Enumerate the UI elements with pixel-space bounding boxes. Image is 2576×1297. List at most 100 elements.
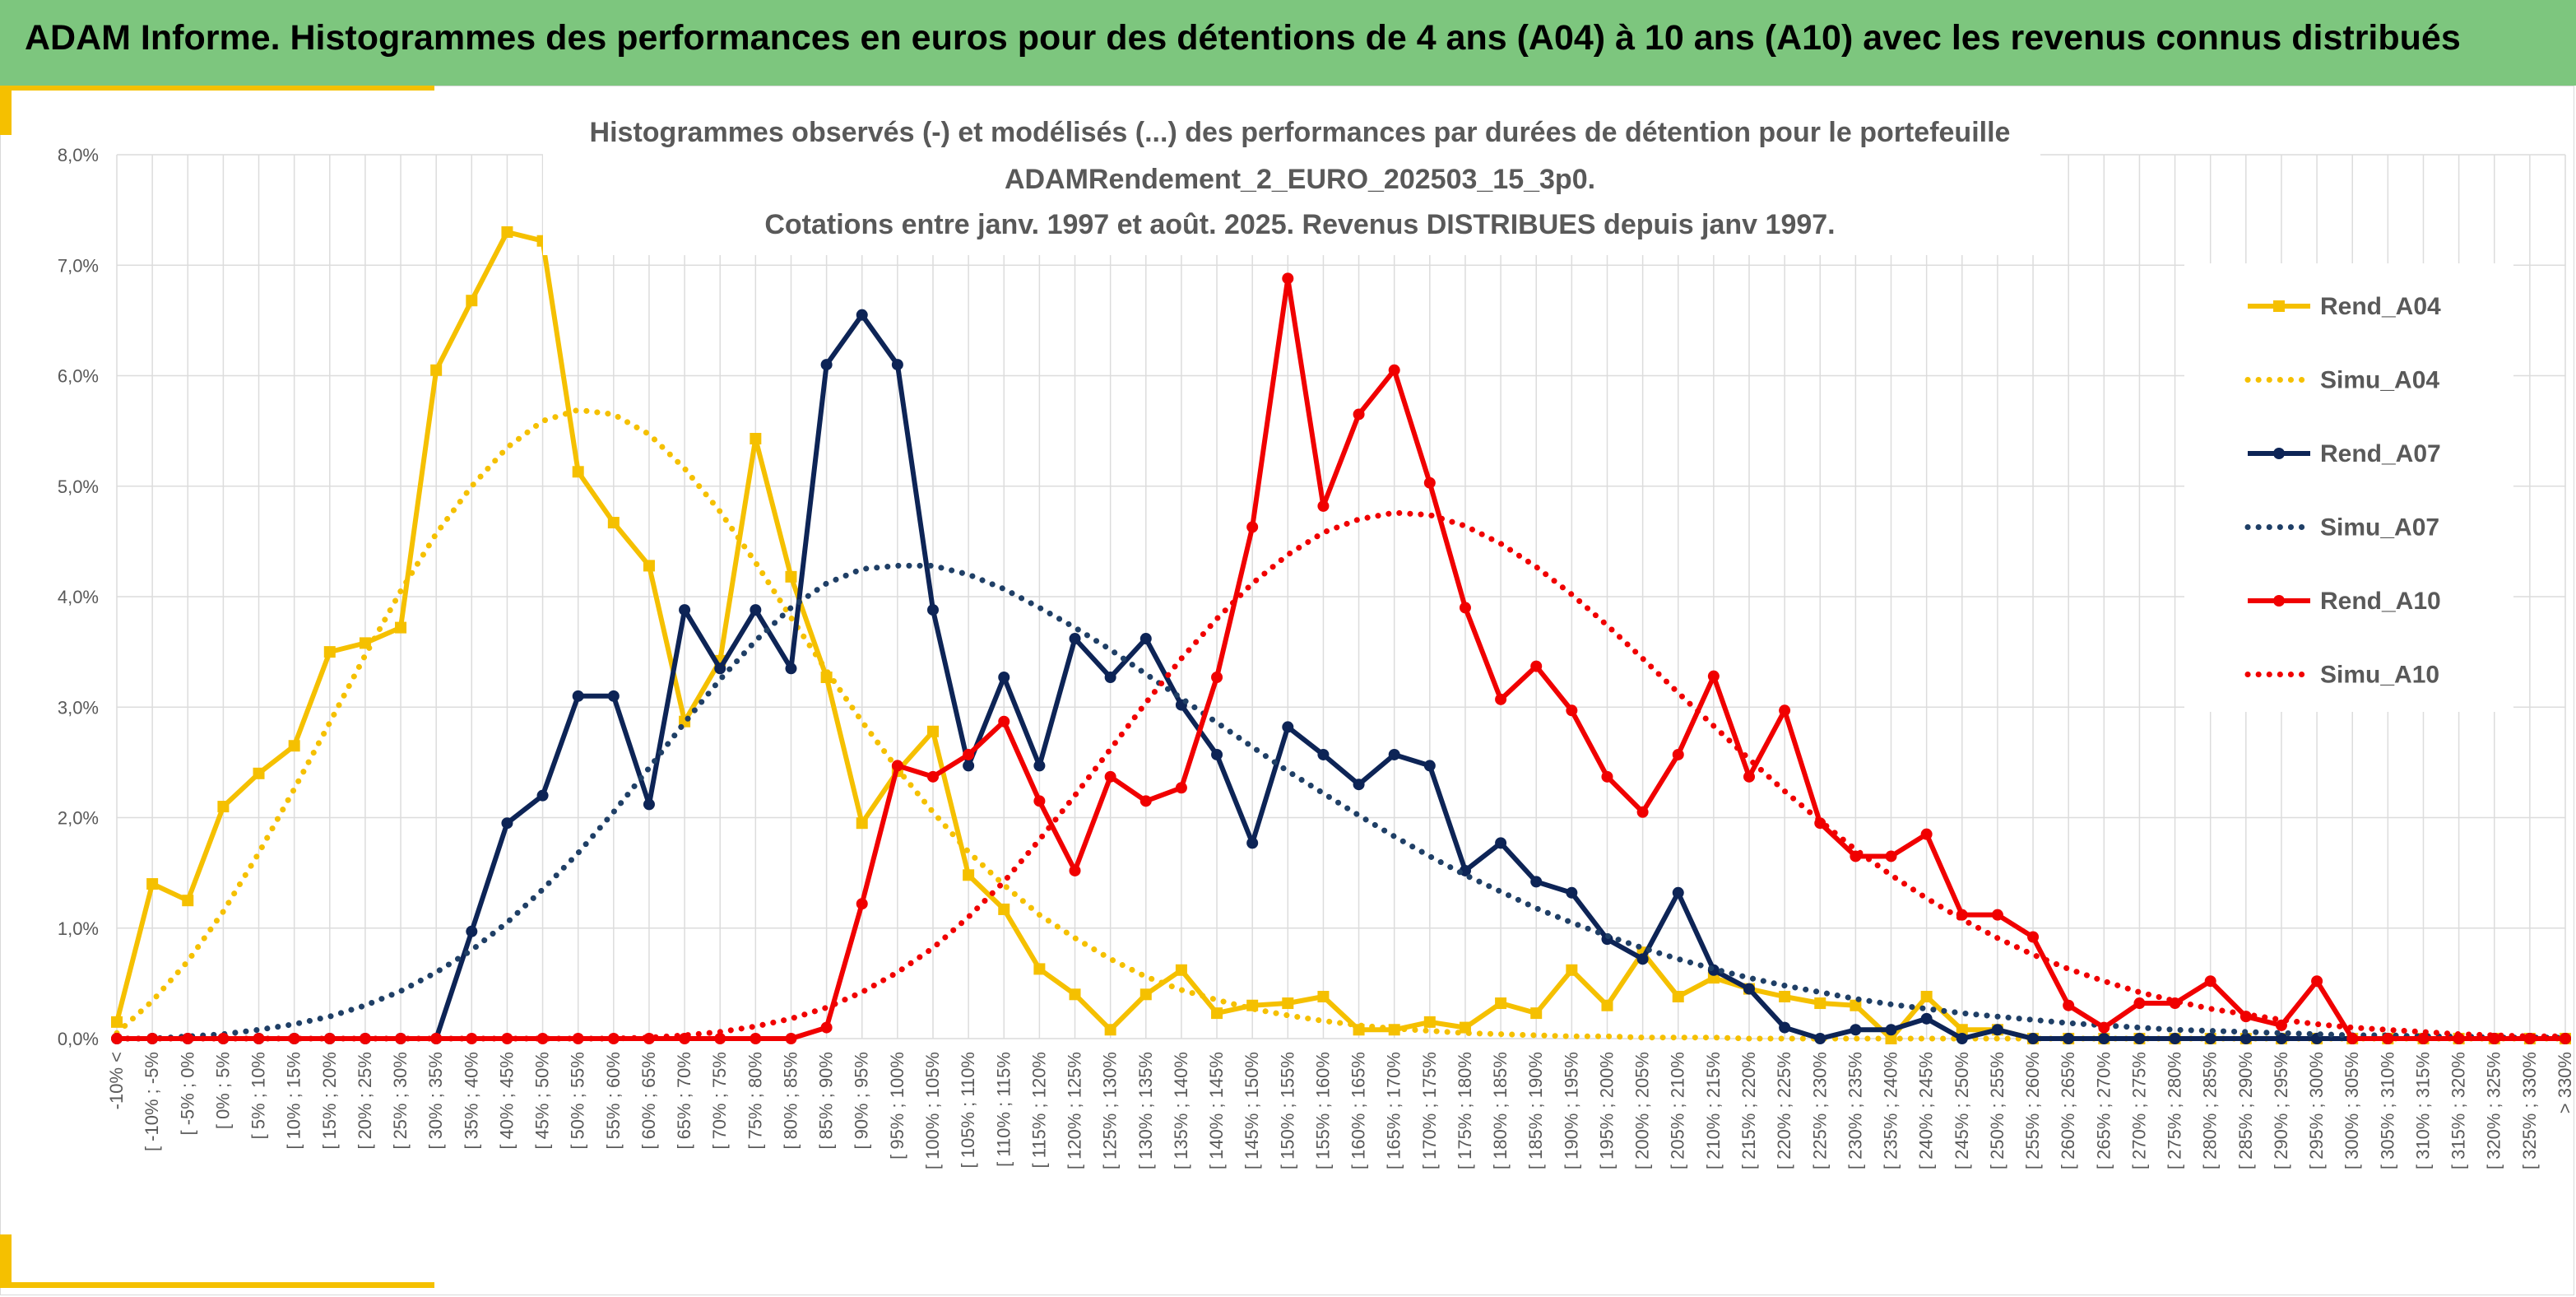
data-point — [927, 770, 939, 783]
data-point — [750, 433, 762, 445]
x-tick-label: [ 250% ; 255% — [1987, 1052, 2007, 1169]
data-point — [1495, 693, 1507, 705]
x-tick-label: [ 15% ; 20% — [319, 1052, 340, 1150]
x-tick-label: [ -5% ; 0% — [177, 1052, 197, 1135]
y-tick-label: 3,0% — [58, 697, 99, 718]
chart-frame — [0, 86, 2574, 1295]
x-tick-label: [ 175% ; 180% — [1455, 1052, 1475, 1169]
data-point — [217, 801, 230, 813]
x-tick-label: [ 195% ; 200% — [1596, 1052, 1617, 1169]
data-point — [1672, 990, 1684, 1002]
data-point — [2027, 931, 2040, 943]
data-point — [1743, 770, 1755, 783]
x-tick-label: [ 285% ; 290% — [2235, 1052, 2256, 1169]
data-point — [1814, 997, 1826, 1010]
x-tick-label: [ 10% ; 15% — [284, 1052, 304, 1150]
data-point — [1317, 500, 1330, 512]
data-point — [1636, 806, 1649, 818]
data-point — [607, 517, 620, 529]
data-point — [1139, 633, 1152, 645]
data-point — [1353, 408, 1365, 421]
data-point — [572, 690, 584, 702]
data-point — [2098, 1021, 2110, 1034]
series-line — [114, 562, 2569, 1042]
x-tick-label: [ 160% ; 165% — [1348, 1052, 1369, 1169]
x-tick-label: [ 95% ; 100% — [887, 1052, 907, 1160]
data-point — [288, 1033, 300, 1044]
data-point — [2063, 999, 2075, 1011]
x-tick-label: [ 275% ; 280% — [2165, 1052, 2185, 1169]
y-tick-label: 2,0% — [58, 808, 99, 829]
accent-bar-left-bottom — [0, 1234, 12, 1288]
data-point — [1956, 1033, 1968, 1044]
x-tick-label: [ 295% ; 300% — [2306, 1052, 2327, 1169]
data-point — [963, 748, 975, 760]
data-point — [501, 817, 513, 830]
x-tick-label: [ 80% ; 85% — [780, 1052, 801, 1150]
data-point — [2275, 1033, 2287, 1044]
data-point — [856, 898, 868, 910]
data-point — [572, 466, 584, 478]
data-point — [288, 740, 300, 752]
x-tick-label: [ 85% ; 90% — [816, 1052, 837, 1150]
y-tick-label: 1,0% — [58, 918, 99, 939]
data-point — [1388, 364, 1400, 376]
legend: Rend_A04 Simu_A04 Rend_A07 Simu_A07 Rend_A10… — [2184, 263, 2513, 712]
data-point — [1033, 963, 1046, 975]
x-tick-label: [ 135% ; 140% — [1171, 1052, 1191, 1169]
data-point — [395, 621, 407, 634]
legend-item: Simu_A04 — [2244, 367, 2439, 394]
data-point — [2133, 1033, 2146, 1044]
data-point — [750, 604, 762, 616]
x-tick-label: [ 245% ; 250% — [1952, 1052, 1972, 1169]
x-tick-label: [ 265% ; 270% — [2093, 1052, 2114, 1169]
x-tick-label: [ 305% ; 310% — [2377, 1052, 2397, 1169]
data-point — [643, 798, 655, 811]
x-tick-label: [ 110% ; 115% — [993, 1052, 1014, 1167]
data-point — [1388, 748, 1400, 760]
x-tick-label: [ 260% ; 265% — [2058, 1052, 2078, 1169]
data-point — [395, 1033, 407, 1044]
x-tick-label: [ 240% ; 245% — [1916, 1052, 1937, 1169]
x-tick-label: [ 100% ; 105% — [922, 1052, 943, 1169]
data-point — [1353, 779, 1365, 791]
series-line — [114, 312, 2568, 1041]
x-tick-label: [ 200% ; 205% — [1632, 1052, 1653, 1169]
x-tick-label: [ 225% ; 230% — [1809, 1052, 1830, 1169]
data-point — [253, 767, 265, 779]
x-tick-label: [ 70% ; 75% — [709, 1052, 730, 1150]
data-point — [891, 359, 903, 371]
data-point — [2098, 1033, 2110, 1044]
legend-item: Simu_A07 — [2244, 514, 2439, 542]
banner-title: ADAM Informe. Histogrammes des performan… — [25, 18, 2461, 58]
data-point — [1885, 1024, 1897, 1036]
x-tick-label: -10% < — [106, 1052, 127, 1109]
data-point — [1423, 476, 1436, 489]
data-point — [1139, 988, 1152, 1001]
data-point — [1317, 990, 1330, 1002]
data-point — [1282, 997, 1294, 1010]
x-tick-label: [ 55% ; 60% — [603, 1052, 624, 1150]
data-point — [927, 604, 939, 616]
data-point — [2204, 1033, 2216, 1044]
data-point — [2133, 997, 2146, 1010]
title-background — [543, 107, 2040, 255]
y-tick-label: 0,0% — [58, 1029, 99, 1049]
chart-title-line: Histogrammes observés (-) et modélisés (… — [590, 117, 2011, 148]
banner: ADAM Informe. Histogrammes des performan… — [0, 0, 2576, 86]
data-point — [1246, 521, 1259, 533]
x-tick-label: > 330% — [2555, 1052, 2575, 1113]
legend-item: Rend_A04 — [2248, 293, 2441, 320]
data-point — [2417, 1033, 2430, 1044]
data-point — [1317, 748, 1330, 760]
data-point — [607, 690, 620, 702]
data-point — [182, 895, 194, 907]
data-point — [2382, 1033, 2394, 1044]
x-tick-label: [ 155% ; 160% — [1312, 1052, 1333, 1169]
data-point — [146, 1033, 159, 1044]
x-tick-label: [ 255% ; 260% — [2022, 1052, 2043, 1169]
y-tick-label: 5,0% — [58, 476, 99, 497]
y-tick-label: 6,0% — [58, 366, 99, 387]
data-point — [1139, 795, 1152, 807]
data-point — [1956, 1024, 1968, 1036]
